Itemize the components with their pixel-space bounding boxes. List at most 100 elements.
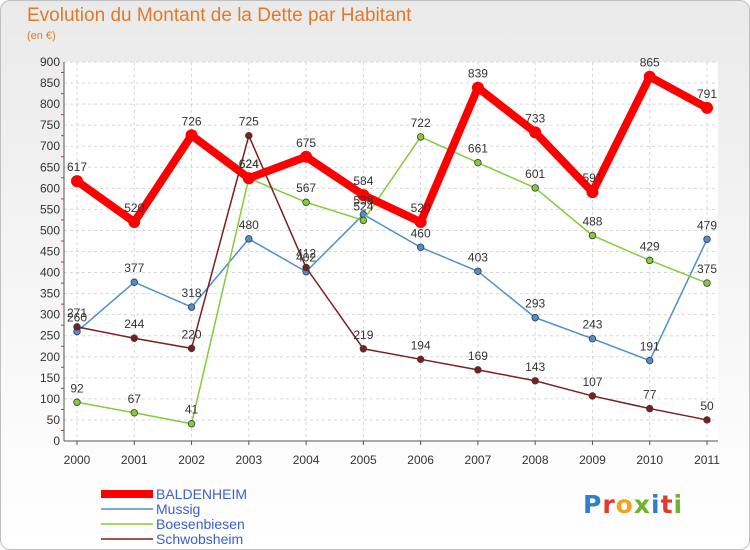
data-label-boesenbiesen: 429	[640, 239, 660, 253]
data-label-mussig: 480	[239, 218, 259, 232]
data-point-boesenbiesen	[703, 279, 711, 287]
data-point-baldenheim	[701, 101, 713, 114]
x-tick-label: 2011	[694, 453, 720, 467]
data-label-schwobsheim: 107	[582, 375, 602, 389]
data-point-schwobsheim	[588, 392, 597, 400]
logo-letter: i	[673, 490, 684, 519]
data-label-mussig: 293	[525, 297, 545, 311]
x-tick-label: 2008	[522, 453, 549, 467]
data-point-schwobsheim	[359, 345, 368, 353]
data-point-schwobsheim	[474, 366, 482, 374]
data-point-mussig	[130, 278, 138, 286]
y-tick-label: 100	[40, 392, 60, 406]
x-tick-label: 2004	[293, 453, 320, 467]
y-tick-label: 800	[40, 97, 60, 111]
y-tick-label: 350	[40, 287, 60, 301]
y-tick-label: 200	[40, 350, 60, 364]
data-point-mussig	[703, 235, 711, 243]
data-point-boesenbiesen	[531, 184, 539, 192]
data-label-boesenbiesen: 67	[128, 392, 142, 406]
y-tick-label: 600	[40, 181, 60, 195]
data-label-mussig: 538	[353, 193, 373, 207]
data-label-baldenheim: 675	[296, 136, 316, 150]
data-point-baldenheim	[185, 129, 198, 142]
data-label-schwobsheim: 219	[353, 328, 373, 342]
data-label-schwobsheim: 169	[468, 349, 488, 363]
data-label-schwobsheim: 50	[700, 399, 714, 413]
data-point-mussig	[531, 313, 539, 322]
data-point-mussig	[646, 356, 654, 365]
data-label-mussig: 318	[182, 286, 202, 300]
logo-letter: P	[583, 490, 603, 519]
data-point-mussig	[187, 303, 196, 311]
data-label-baldenheim: 520	[124, 201, 144, 215]
data-label-baldenheim: 617	[67, 160, 87, 174]
legend-label-baldenheim: BALDENHEIM	[156, 486, 247, 502]
data-label-boesenbiesen: 661	[468, 142, 488, 156]
y-tick-label: 400	[40, 266, 60, 280]
logo-letter: o	[615, 490, 634, 519]
logo-letter: x	[633, 490, 651, 519]
data-label-schwobsheim: 244	[124, 317, 144, 331]
data-label-schwobsheim: 220	[182, 327, 202, 341]
y-tick-label: 500	[40, 223, 60, 237]
data-point-baldenheim	[128, 216, 141, 229]
y-tick-label: 150	[40, 371, 60, 385]
data-label-boesenbiesen: 567	[296, 181, 316, 195]
data-label-schwobsheim: 77	[643, 388, 657, 402]
data-point-schwobsheim	[73, 323, 81, 331]
data-label-mussig: 243	[582, 318, 602, 332]
data-label-mussig: 479	[697, 218, 717, 232]
data-point-baldenheim	[471, 81, 484, 94]
x-tick-label: 2009	[579, 453, 606, 467]
y-tick-label: 250	[40, 329, 60, 343]
data-label-baldenheim: 726	[182, 114, 202, 128]
x-tick-label: 2005	[350, 453, 377, 467]
unit-label: (en €)	[27, 30, 56, 42]
series-line-boesenbiesen	[76, 136, 708, 425]
data-point-boesenbiesen	[302, 198, 310, 206]
series-line-baldenheim	[73, 72, 711, 227]
data-point-baldenheim	[300, 150, 313, 163]
data-point-mussig	[588, 334, 597, 343]
data-label-boesenbiesen: 375	[697, 262, 717, 276]
data-point-schwobsheim	[416, 355, 425, 364]
data-point-boesenbiesen	[359, 216, 368, 225]
data-label-schwobsheim: 725	[239, 115, 259, 129]
legend-label-boesenbiesen: Boesenbiesen	[156, 516, 245, 532]
data-label-baldenheim: 584	[353, 174, 373, 188]
data-label-baldenheim: 733	[525, 111, 545, 125]
data-label-boesenbiesen: 722	[411, 116, 431, 130]
x-tick-label: 2000	[64, 453, 91, 467]
series-line-schwobsheim	[76, 134, 708, 421]
data-label-boesenbiesen: 41	[185, 403, 199, 417]
data-label-schwobsheim: 143	[525, 360, 545, 374]
data-point-boesenbiesen	[130, 409, 138, 417]
x-tick-label: 2007	[465, 453, 492, 467]
data-label-schwobsheim: 194	[411, 338, 431, 352]
legend-label-schwobsheim: Schwobsheim	[156, 531, 243, 547]
data-label-baldenheim: 591	[582, 171, 602, 185]
data-label-schwobsheim: 412	[296, 247, 316, 261]
logo-letter: t	[660, 490, 674, 519]
data-point-boesenbiesen	[474, 158, 482, 167]
data-point-schwobsheim	[646, 404, 654, 413]
data-label-mussig: 403	[468, 250, 488, 264]
data-point-schwobsheim	[703, 416, 711, 424]
data-point-baldenheim	[242, 172, 255, 185]
data-point-mussig	[416, 243, 425, 251]
data-point-schwobsheim	[245, 131, 253, 140]
data-point-schwobsheim	[187, 344, 196, 353]
data-point-boesenbiesen	[73, 398, 81, 406]
data-label-baldenheim: 624	[239, 157, 259, 171]
data-point-schwobsheim	[130, 334, 138, 342]
data-label-mussig: 191	[640, 340, 660, 354]
logo-letter: i	[651, 490, 661, 519]
data-label-boesenbiesen: 624	[239, 157, 259, 171]
data-label-baldenheim: 520	[411, 201, 431, 215]
data-label-mussig: 260	[67, 311, 87, 325]
data-point-baldenheim	[586, 186, 599, 199]
x-tick-label: 2006	[407, 453, 434, 467]
